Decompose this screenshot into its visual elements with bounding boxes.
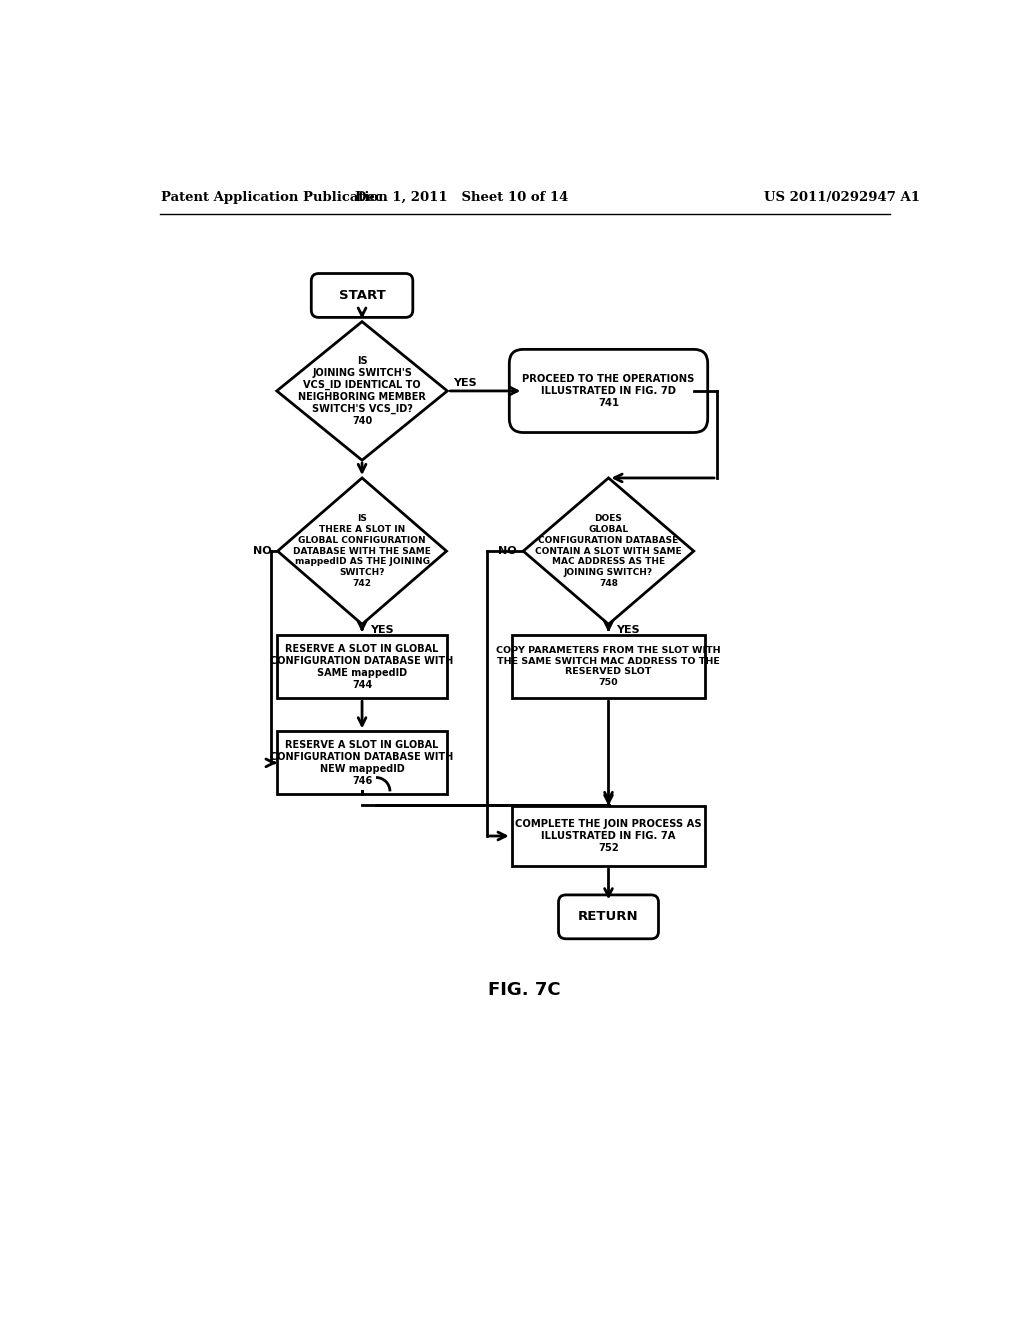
Bar [276, 635, 447, 698]
Polygon shape [276, 322, 447, 461]
Text: IS
THERE A SLOT IN
GLOBAL CONFIGURATION
DATABASE WITH THE SAME
mappedID AS THE J: IS THERE A SLOT IN GLOBAL CONFIGURATION … [293, 515, 431, 587]
Text: RESERVE A SLOT IN GLOBAL
CONFIGURATION DATABASE WITH
SAME mappedID
744: RESERVE A SLOT IN GLOBAL CONFIGURATION D… [270, 644, 454, 689]
Text: Patent Application Publication: Patent Application Publication [161, 190, 387, 203]
Bar [512, 635, 706, 698]
Text: YES: YES [616, 626, 640, 635]
Bar [276, 731, 447, 795]
Text: DOES
GLOBAL
CONFIGURATION DATABASE
CONTAIN A SLOT WITH SAME
MAC ADDRESS AS THE
J: DOES GLOBAL CONFIGURATION DATABASE CONTA… [536, 515, 682, 587]
Text: RESERVE A SLOT IN GLOBAL
CONFIGURATION DATABASE WITH
NEW mappedID
746: RESERVE A SLOT IN GLOBAL CONFIGURATION D… [270, 739, 454, 785]
Text: YES: YES [370, 626, 393, 635]
Text: PROCEED TO THE OPERATIONS
ILLUSTRATED IN FIG. 7D
741: PROCEED TO THE OPERATIONS ILLUSTRATED IN… [522, 374, 694, 408]
FancyBboxPatch shape [311, 273, 413, 317]
FancyBboxPatch shape [509, 350, 708, 433]
Text: COMPLETE THE JOIN PROCESS AS
ILLUSTRATED IN FIG. 7A
752: COMPLETE THE JOIN PROCESS AS ILLUSTRATED… [515, 818, 701, 853]
Text: FIG. 7C: FIG. 7C [488, 981, 561, 999]
Text: COPY PARAMETERS FROM THE SLOT WITH
THE SAME SWITCH MAC ADDRESS TO THE
RESERVED S: COPY PARAMETERS FROM THE SLOT WITH THE S… [497, 645, 721, 688]
Text: IS
JOINING SWITCH'S
VCS_ID IDENTICAL TO
NEIGHBORING MEMBER
SWITCH'S VCS_ID?
740: IS JOINING SWITCH'S VCS_ID IDENTICAL TO … [298, 355, 426, 426]
Text: Dec. 1, 2011   Sheet 10 of 14: Dec. 1, 2011 Sheet 10 of 14 [354, 190, 568, 203]
Polygon shape [278, 478, 446, 624]
Text: RETURN: RETURN [579, 911, 639, 924]
Text: NO: NO [499, 546, 517, 556]
Bar [512, 807, 706, 866]
FancyBboxPatch shape [558, 895, 658, 939]
Text: NO: NO [253, 546, 271, 556]
Text: START: START [339, 289, 385, 302]
Polygon shape [523, 478, 693, 624]
Text: US 2011/0292947 A1: US 2011/0292947 A1 [764, 190, 920, 203]
Text: YES: YES [454, 379, 477, 388]
